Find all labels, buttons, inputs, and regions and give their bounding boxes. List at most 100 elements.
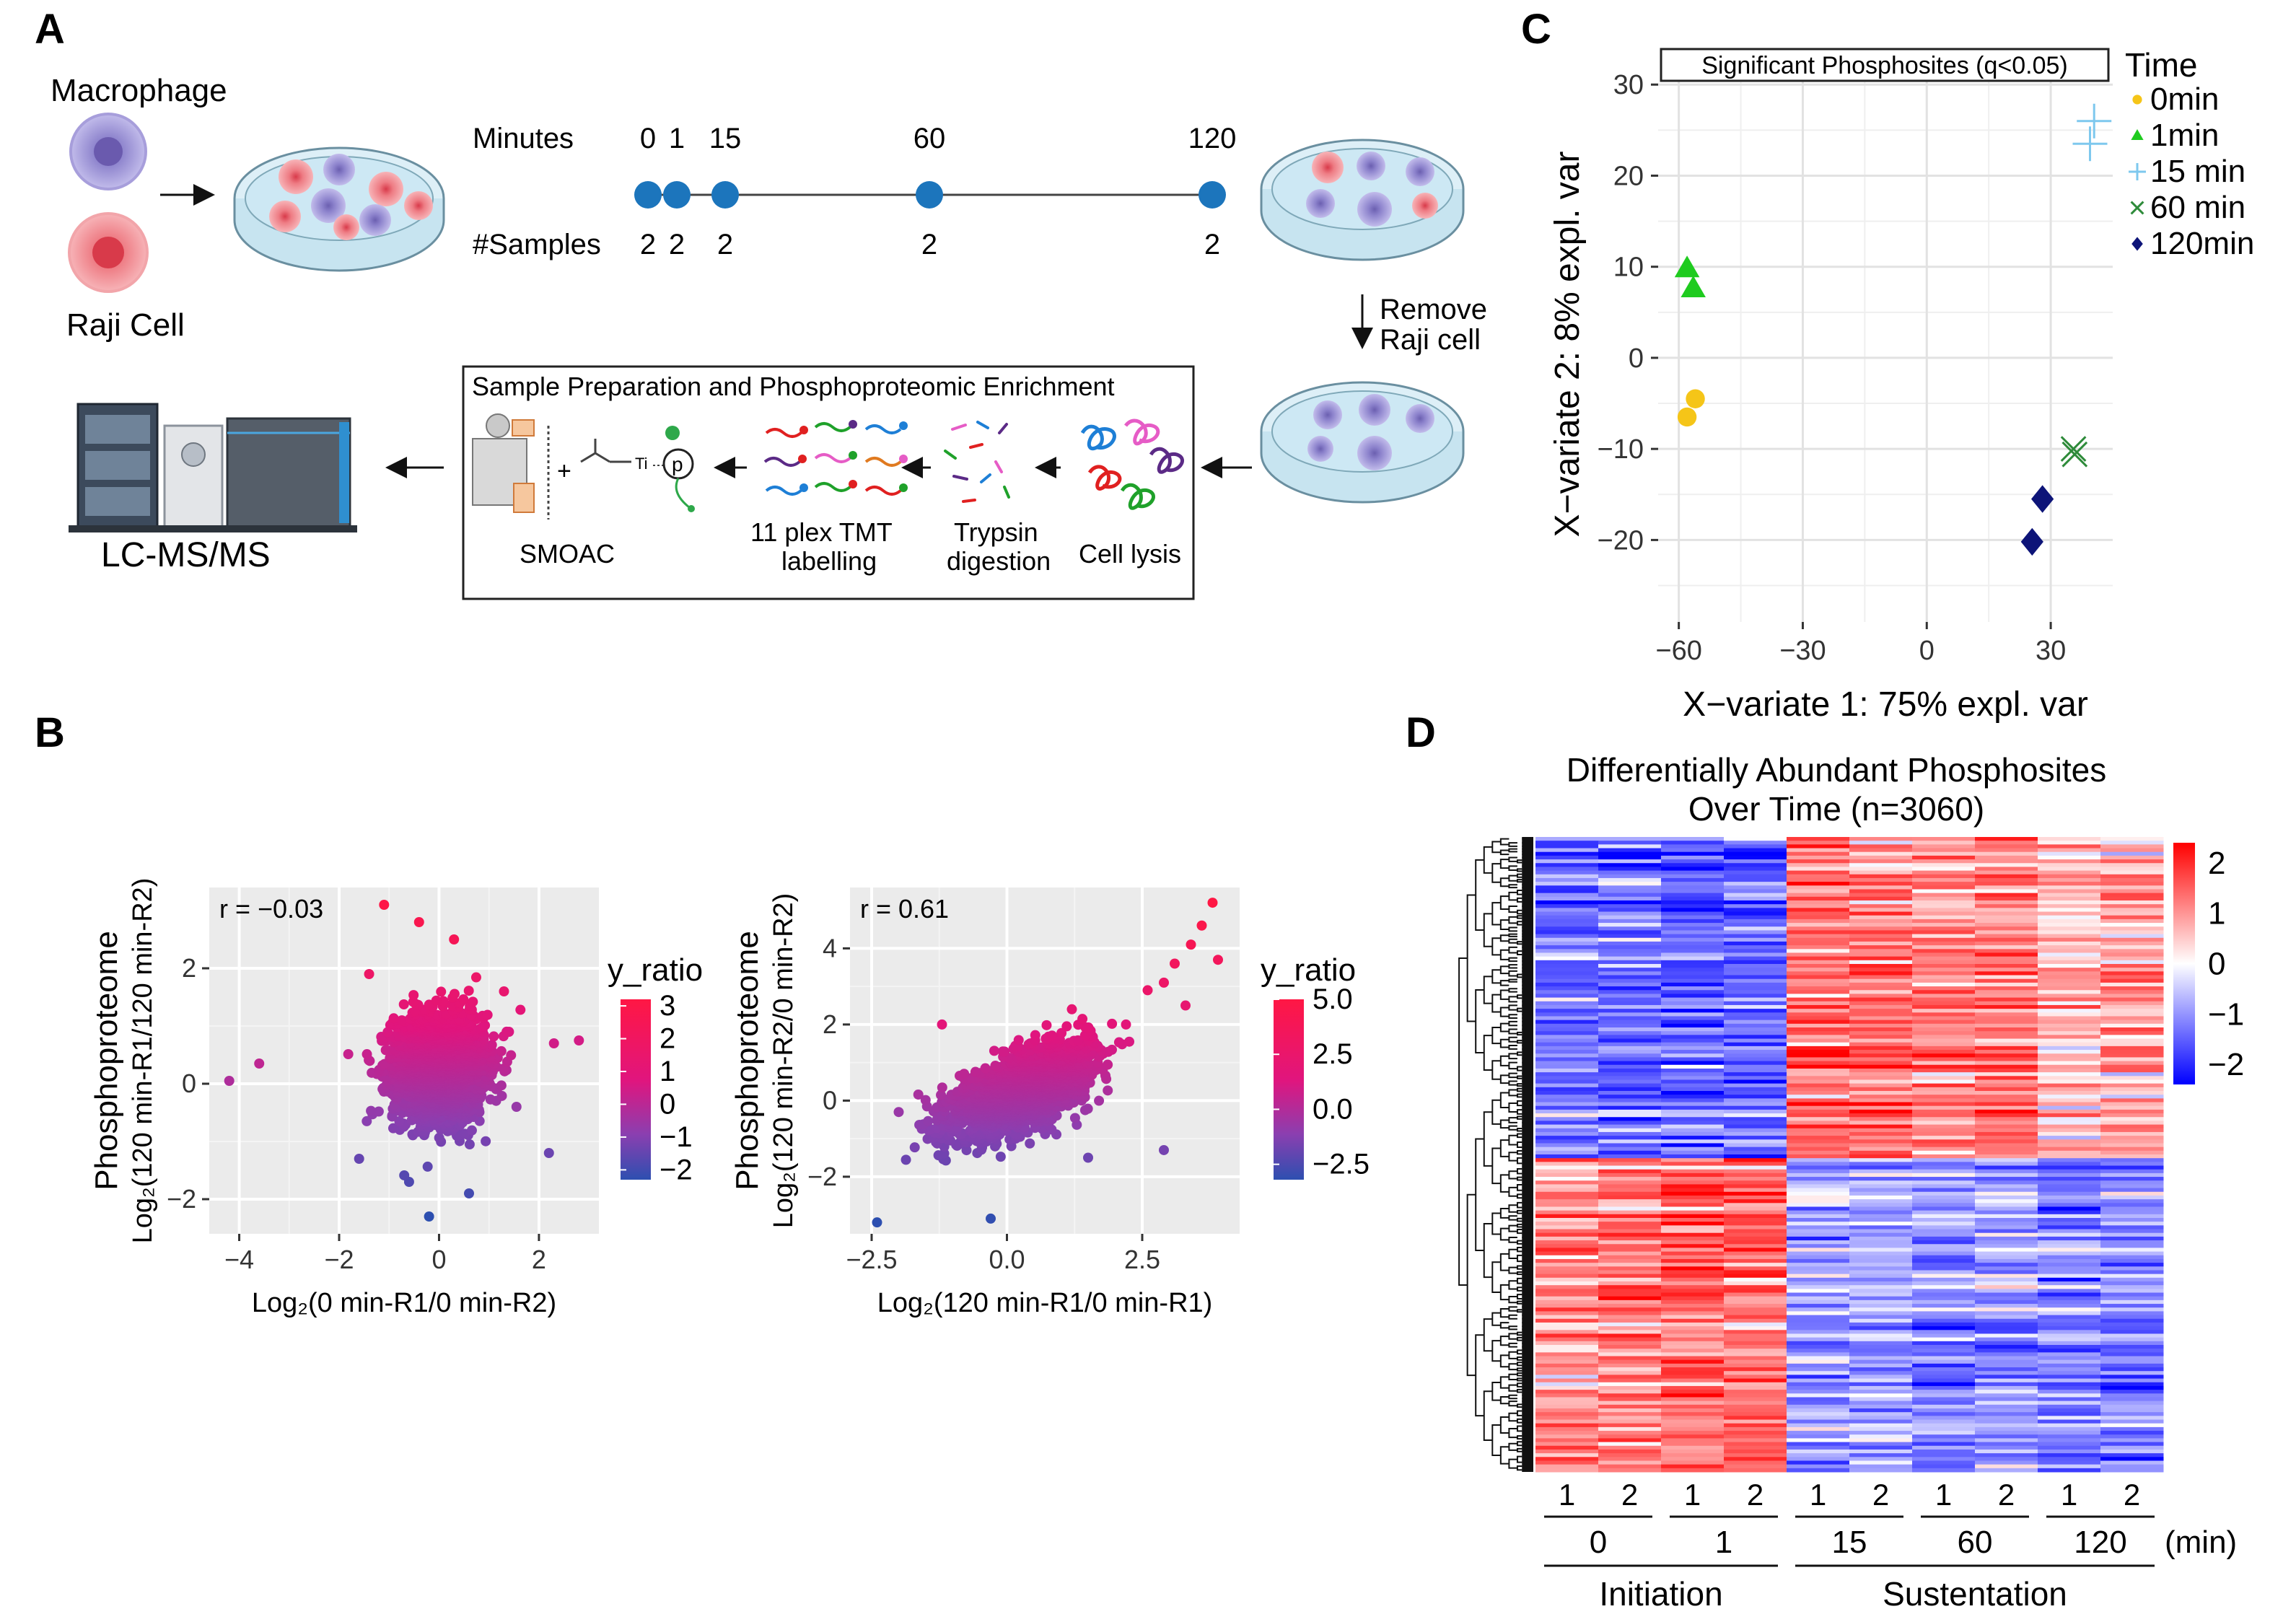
sample-count-label: 2	[1204, 229, 1220, 260]
lcms-label: LC-MS/MS	[101, 536, 271, 574]
y-tick-label: 2	[182, 953, 196, 983]
data-point	[431, 995, 442, 1006]
color-legend-tick-label: 0	[660, 1088, 675, 1120]
data-point	[496, 1080, 507, 1091]
data-point	[396, 1015, 407, 1026]
data-point	[548, 1038, 559, 1048]
color-legend-tick-label: −1	[660, 1121, 693, 1153]
data-point	[901, 1154, 911, 1165]
x-tick-label: −2	[324, 1245, 354, 1274]
data-point	[413, 917, 424, 927]
lcms-instrument-icon	[69, 403, 357, 532]
trypsin-line2: digestion	[947, 546, 1051, 576]
trypsin-digestion-icon	[944, 421, 1010, 503]
smoac-label: SMOAC	[520, 539, 615, 569]
data-point	[434, 1132, 444, 1143]
data-point	[1025, 1138, 1035, 1149]
timepoint-marker	[711, 181, 739, 209]
data-point	[959, 1069, 970, 1079]
timepoint-marker	[663, 181, 691, 209]
tmt-line1: 11 plex TMT	[750, 517, 893, 547]
data-point	[394, 1115, 405, 1126]
color-legend-title: y_ratio	[608, 952, 703, 988]
data-point	[970, 1066, 981, 1077]
y-tick-label: 0	[182, 1069, 196, 1098]
sample-count-label: 2	[921, 229, 937, 260]
sample-count-label: 2	[669, 229, 685, 260]
panel-a-letter: A	[35, 6, 65, 53]
data-point	[449, 934, 460, 944]
data-point	[506, 1050, 517, 1061]
timepoint-marker	[916, 181, 943, 209]
data-point	[980, 1063, 991, 1074]
remove-label-line1: Remove	[1380, 294, 1487, 325]
x-axis-label: Log₂(0 min-R1/0 min-R2)	[252, 1288, 556, 1318]
data-point	[923, 1115, 934, 1126]
data-point	[366, 1105, 377, 1116]
data-point	[362, 1049, 372, 1060]
data-point	[449, 988, 460, 999]
dish-macrophage-only-icon	[1260, 381, 1465, 504]
sample-prep-box	[462, 365, 1195, 600]
data-point	[990, 1060, 1001, 1071]
data-point	[872, 1217, 882, 1228]
macrophage-cell-icon	[69, 113, 147, 190]
data-point	[254, 1058, 265, 1069]
coculture-dish-icon	[233, 146, 445, 272]
timepoint-marker	[634, 181, 662, 209]
data-point	[354, 1154, 364, 1164]
color-legend-tick-label: 3	[660, 990, 675, 1022]
data-point	[486, 1040, 497, 1051]
y-tick-label: −2	[167, 1184, 196, 1214]
cell-lysis-label: Cell lysis	[1079, 539, 1181, 569]
data-point	[511, 1102, 522, 1112]
color-legend-tick-label: 2	[660, 1023, 675, 1055]
data-point	[937, 1082, 947, 1093]
data-point	[422, 1161, 433, 1172]
data-point	[466, 1125, 477, 1136]
data-point	[893, 1107, 904, 1118]
data-point	[1069, 1113, 1080, 1123]
color-legend-bar	[621, 999, 651, 1180]
smoac-schematic-icon: + Ti p	[472, 413, 695, 520]
data-point	[485, 1094, 496, 1105]
data-point	[379, 900, 390, 910]
correlation-annotation: r = −0.03	[219, 894, 323, 924]
color-legend-tick-label: −2	[660, 1154, 693, 1185]
data-point	[424, 1211, 434, 1222]
data-point	[364, 969, 374, 979]
data-point	[496, 1090, 507, 1101]
panel-b-letter: B	[35, 709, 65, 756]
data-point	[398, 999, 409, 1009]
data-point	[463, 986, 474, 996]
data-point	[436, 986, 447, 997]
data-point	[408, 990, 419, 1001]
tmt-line2: labelling	[781, 546, 877, 576]
ti-label: Ti	[635, 455, 648, 473]
timepoint-label: 1	[669, 123, 685, 154]
prep-box-title: Sample Preparation and Phosphoproteomic …	[472, 372, 1115, 401]
data-point	[464, 1188, 474, 1198]
p-label: p	[672, 453, 683, 475]
trypsin-line1: Trypsin	[954, 517, 1038, 547]
data-point	[1094, 1095, 1105, 1106]
panel-a: A Macrophage Raji Cell Minutes #Samples …	[35, 6, 1487, 600]
cell-lysis-icon	[1080, 418, 1184, 510]
sample-count-label: 2	[717, 229, 733, 260]
data-point	[482, 1009, 493, 1020]
y-axis-label-line2: Log₂(120 min-R1/120 min-R2)	[128, 878, 158, 1244]
data-point	[373, 1106, 384, 1117]
timepoint-marker	[1199, 181, 1226, 209]
data-point	[1082, 1103, 1093, 1114]
data-point	[499, 986, 509, 996]
x-tick-label: 0	[431, 1245, 446, 1274]
data-point	[515, 1004, 526, 1015]
data-point	[468, 996, 478, 1007]
dish-after-coculture-icon	[1260, 139, 1465, 261]
timepoint-label: 120	[1188, 123, 1237, 154]
macrophage-label: Macrophage	[51, 73, 227, 108]
data-point	[1159, 1144, 1169, 1155]
